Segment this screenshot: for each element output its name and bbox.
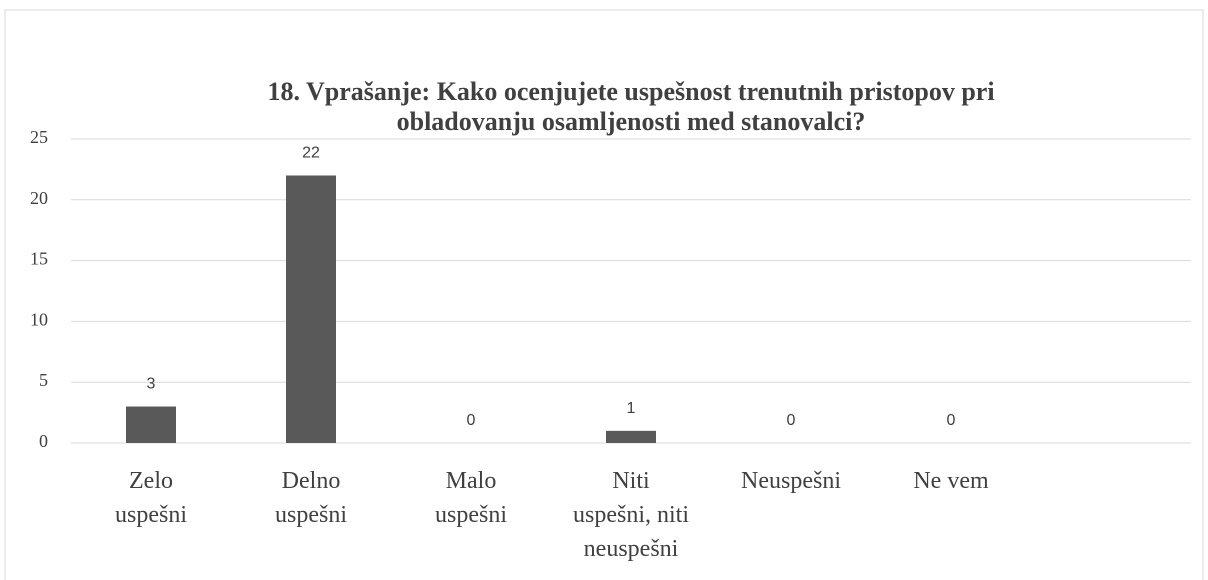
chart-border bbox=[4, 9, 1204, 580]
y-tick-label: 25 bbox=[30, 127, 48, 147]
data-label: 3 bbox=[147, 376, 156, 393]
data-label: 0 bbox=[947, 412, 956, 429]
y-tick-label: 5 bbox=[39, 370, 48, 390]
y-tick-label: 10 bbox=[30, 310, 48, 330]
data-label: 0 bbox=[467, 412, 476, 429]
data-label: 22 bbox=[302, 145, 320, 162]
bar bbox=[286, 175, 336, 444]
chart-title: 18. Vprašanje: Kako ocenjujete uspešnost… bbox=[267, 77, 994, 136]
y-tick-label: 0 bbox=[39, 431, 48, 451]
x-tick-label: Ne vem bbox=[913, 468, 989, 494]
data-label: 1 bbox=[627, 400, 636, 417]
bar bbox=[126, 406, 176, 443]
y-tick-label: 20 bbox=[30, 188, 48, 208]
x-tick-label: Zelo uspešni bbox=[115, 468, 187, 528]
x-tick-label: Niti uspešni, niti neuspešni bbox=[573, 468, 689, 562]
data-label: 0 bbox=[787, 412, 796, 429]
bar bbox=[606, 430, 656, 443]
x-tick-label: Delno uspešni bbox=[275, 468, 347, 528]
x-tick-label: Neuspešni bbox=[741, 468, 841, 494]
x-tick-label: Malo uspešni bbox=[435, 468, 507, 528]
y-tick-label: 15 bbox=[30, 249, 48, 269]
